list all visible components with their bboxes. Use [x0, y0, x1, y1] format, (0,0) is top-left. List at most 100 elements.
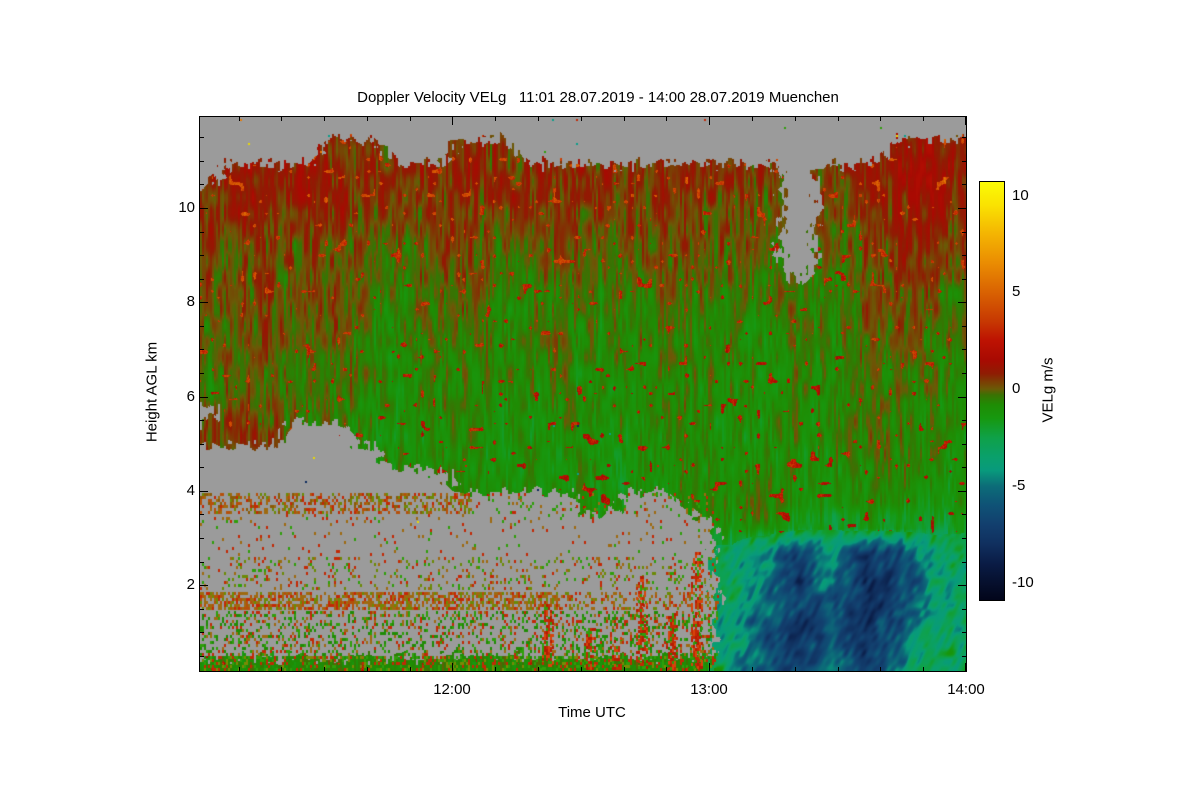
axis-tick: [200, 491, 208, 492]
colorbar-tick-label: -5: [1012, 477, 1026, 494]
axis-tick: [410, 117, 411, 121]
axis-tick: [367, 667, 368, 671]
axis-tick: [200, 255, 204, 256]
axis-tick: [200, 161, 204, 162]
axis-tick: [200, 420, 204, 421]
axis-tick: [962, 279, 966, 280]
axis-tick: [666, 667, 667, 671]
axis-tick: [962, 184, 966, 185]
axis-tick: [965, 663, 966, 671]
axis-tick: [495, 117, 496, 121]
axis-tick: [200, 538, 204, 539]
axis-tick: [962, 538, 966, 539]
x-tick-label: 14:00: [947, 681, 985, 698]
axis-tick: [200, 632, 204, 633]
axis-tick: [452, 663, 453, 671]
axis-tick: [239, 117, 240, 121]
axis-tick: [200, 373, 204, 374]
axis-tick: [923, 117, 924, 121]
axis-tick: [666, 117, 667, 121]
axis-tick: [624, 117, 625, 121]
axis-tick: [962, 420, 966, 421]
axis-tick: [200, 397, 208, 398]
x-tick-label: 13:00: [690, 681, 728, 698]
axis-tick: [962, 562, 966, 563]
axis-tick: [962, 232, 966, 233]
axis-tick: [962, 137, 966, 138]
axis-tick: [200, 609, 204, 610]
axis-tick: [200, 208, 208, 209]
colorbar-tick-label: -10: [1012, 574, 1034, 591]
axis-tick: [281, 117, 282, 121]
axis-tick: [581, 117, 582, 121]
axis-tick: [581, 667, 582, 671]
axis-tick: [965, 117, 966, 125]
axis-tick: [200, 656, 204, 657]
axis-tick: [200, 302, 208, 303]
axis-tick: [962, 161, 966, 162]
axis-tick: [495, 667, 496, 671]
axis-tick: [624, 667, 625, 671]
axis-tick: [200, 514, 204, 515]
axis-tick: [281, 667, 282, 671]
axis-tick: [795, 117, 796, 121]
y-tick-label: 10: [178, 199, 195, 216]
axis-tick: [962, 349, 966, 350]
axis-tick: [538, 667, 539, 671]
colorbar-tick-label: 5: [1012, 283, 1021, 300]
axis-tick: [838, 667, 839, 671]
axis-tick: [838, 117, 839, 121]
axis-tick: [962, 609, 966, 610]
colorbar-tick-label: 10: [1012, 187, 1029, 204]
x-axis-label: Time UTC: [558, 704, 626, 721]
axis-tick: [923, 667, 924, 671]
plot-title: Doppler Velocity VELg 11:01 28.07.2019 -…: [357, 89, 839, 106]
axis-tick: [958, 585, 966, 586]
y-tick-label: 2: [186, 576, 195, 593]
heatmap-canvas: [200, 117, 966, 671]
axis-tick: [200, 467, 204, 468]
axis-tick: [324, 117, 325, 121]
colorbar-tick-label: 0: [1012, 380, 1021, 397]
axis-tick: [324, 667, 325, 671]
axis-tick: [752, 117, 753, 121]
axis-tick: [962, 514, 966, 515]
y-tick-label: 6: [186, 388, 195, 405]
axis-tick: [200, 232, 204, 233]
axis-tick: [200, 326, 204, 327]
axis-tick: [200, 585, 208, 586]
axis-tick: [239, 667, 240, 671]
axis-tick: [709, 663, 710, 671]
axis-tick: [962, 656, 966, 657]
x-tick-label: 12:00: [433, 681, 471, 698]
axis-tick: [200, 349, 204, 350]
axis-tick: [958, 302, 966, 303]
axis-tick: [410, 667, 411, 671]
axis-tick: [880, 117, 881, 121]
y-tick-label: 4: [186, 482, 195, 499]
axis-tick: [200, 137, 204, 138]
axis-tick: [200, 184, 204, 185]
axis-tick: [709, 117, 710, 125]
axis-tick: [962, 467, 966, 468]
axis-tick: [962, 373, 966, 374]
axis-tick: [962, 444, 966, 445]
axis-tick: [752, 667, 753, 671]
axis-tick: [958, 397, 966, 398]
axis-tick: [538, 117, 539, 121]
axis-tick: [880, 667, 881, 671]
axis-tick: [367, 117, 368, 121]
y-tick-label: 8: [186, 293, 195, 310]
axis-tick: [962, 632, 966, 633]
axis-tick: [200, 562, 204, 563]
axis-tick: [962, 326, 966, 327]
axis-tick: [200, 444, 204, 445]
axis-tick: [962, 255, 966, 256]
plot-frame: [199, 116, 967, 672]
axis-tick: [958, 208, 966, 209]
colorbar-gradient: [980, 182, 1004, 600]
axis-tick: [452, 117, 453, 125]
colorbar: [979, 181, 1005, 601]
axis-tick: [958, 491, 966, 492]
axis-tick: [200, 279, 204, 280]
